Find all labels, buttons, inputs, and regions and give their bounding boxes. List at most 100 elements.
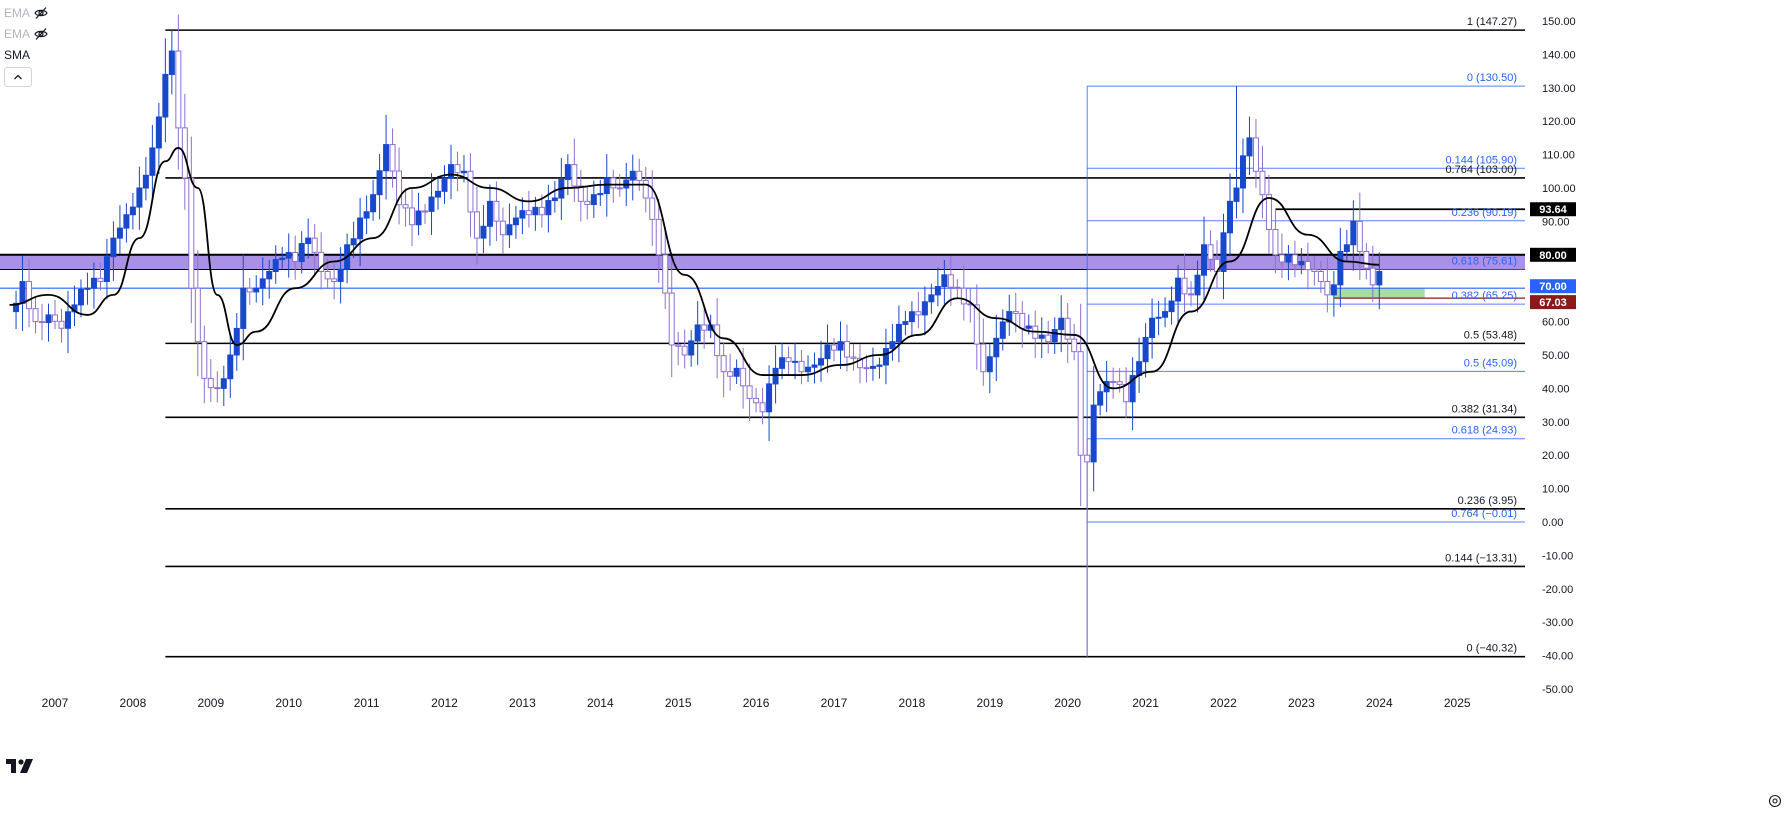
candle-body [39, 321, 46, 324]
candle-body [519, 210, 526, 219]
tradingview-logo[interactable] [6, 757, 36, 775]
candle-body [129, 206, 136, 216]
candle-body [798, 360, 805, 373]
candle-body [577, 185, 584, 202]
candle-body [947, 274, 954, 288]
time-tick-label: 2007 [42, 696, 69, 710]
candle-body [1246, 137, 1253, 157]
candle-body [908, 311, 915, 323]
candle-body [610, 177, 617, 189]
price-tick-label: 150.00 [1542, 16, 1576, 28]
candle-body [149, 147, 156, 176]
candle-body [376, 170, 383, 196]
candle-body [1239, 155, 1246, 189]
time-tick-label: 2015 [665, 696, 692, 710]
candle-body [383, 144, 390, 172]
candle-body [701, 324, 708, 331]
candle-body [292, 252, 299, 262]
time-tick-label: 2025 [1444, 696, 1471, 710]
candle-body [97, 277, 104, 283]
candle-body [863, 367, 870, 370]
candle-body [409, 207, 416, 226]
candle-body [1298, 260, 1305, 266]
candle-body [805, 366, 812, 373]
candle-body [168, 50, 175, 75]
candle-body [435, 190, 442, 198]
price-tag-background [1530, 279, 1576, 294]
candle-body [889, 341, 896, 350]
candle-body [1129, 375, 1136, 403]
resistance-zone [0, 254, 1525, 270]
candle-body [999, 321, 1006, 339]
candle-body [915, 311, 922, 316]
candle-body [720, 355, 727, 373]
candle-body [525, 210, 532, 216]
candle-body [201, 341, 208, 379]
candle-body [642, 179, 649, 199]
collapse-legend-button[interactable] [4, 67, 32, 87]
candle-body [499, 220, 506, 236]
candle-body [1149, 317, 1156, 339]
candle-body [1291, 254, 1298, 266]
candle-body [681, 345, 688, 356]
candle-body [571, 164, 578, 187]
fib-blue-level-label: 0.618 (24.93) [1452, 425, 1517, 437]
candle-body [1337, 250, 1344, 286]
legend-label: EMA [4, 26, 31, 41]
candle-body [603, 177, 610, 195]
candle-body [1019, 312, 1026, 329]
candle-body [460, 170, 467, 174]
price-tick-label: -20.00 [1542, 584, 1573, 596]
candle-body [473, 211, 480, 239]
candle-body [467, 170, 474, 213]
candle-body [52, 314, 58, 322]
eye-crossed-icon[interactable] [34, 6, 48, 20]
price-axis[interactable]: 150.00 140.00 130.00 120.00 110.00 100.00 90.0… [1528, 0, 1790, 814]
fib-black-level-label: 0.5 (53.48) [1464, 329, 1517, 341]
candle-body [266, 271, 273, 280]
legend-label: SMA [4, 47, 31, 62]
candle-body [986, 356, 993, 373]
candle-body [532, 206, 539, 216]
fib-black-level-label: 0.144 (−13.31) [1445, 552, 1517, 564]
candle-body [214, 387, 221, 390]
legend-row-sma[interactable]: SMA [4, 44, 48, 65]
candle-body [110, 237, 117, 258]
time-axis[interactable]: 2007 2008 2009 2010 2011 2012 2013 2014 2015 2016… [0, 694, 1790, 714]
candle-body [1363, 250, 1370, 269]
price-tag-background [1530, 202, 1576, 217]
fib-labels-layer: 1 (147.27) 0.764 (103.00) 0.5 (53.48) 0.382… [1445, 16, 1517, 655]
price-tick-label: -10.00 [1542, 550, 1573, 562]
eye-crossed-icon[interactable] [34, 27, 48, 41]
price-tag-label: 70.00 [1539, 281, 1567, 293]
time-tick-label: 2020 [1054, 696, 1081, 710]
candle-body [597, 193, 604, 196]
fib-blue-level-label: 0.5 (45.09) [1464, 357, 1517, 369]
candle-body [136, 187, 143, 208]
candle-body [447, 164, 454, 179]
candle-body [162, 73, 169, 118]
time-tick-label: 2021 [1132, 696, 1159, 710]
candle-body [876, 364, 883, 367]
candle-body [538, 206, 545, 216]
candle-body [1226, 200, 1233, 234]
candle-body [655, 218, 662, 256]
price-tick-label: 0.00 [1542, 517, 1563, 529]
price-tag-label: 93.64 [1539, 204, 1567, 216]
candle-body [1311, 269, 1318, 273]
candle-body [123, 214, 130, 229]
candle-body [1207, 244, 1214, 260]
fib-black-level-label: 0 (−40.32) [1467, 643, 1517, 655]
candle-body [843, 341, 850, 358]
candle-body [1317, 271, 1324, 283]
time-tick-label: 2023 [1288, 696, 1315, 710]
settings-icon[interactable] [1768, 794, 1782, 808]
candle-body [1116, 381, 1123, 385]
candle-body [1304, 260, 1311, 271]
legend-row-ema-1[interactable]: EMA [4, 2, 48, 23]
legend-row-ema-2[interactable]: EMA [4, 23, 48, 44]
price-tick-label: 120.00 [1542, 116, 1576, 128]
time-tick-label: 2009 [197, 696, 224, 710]
candle-body [895, 323, 902, 343]
